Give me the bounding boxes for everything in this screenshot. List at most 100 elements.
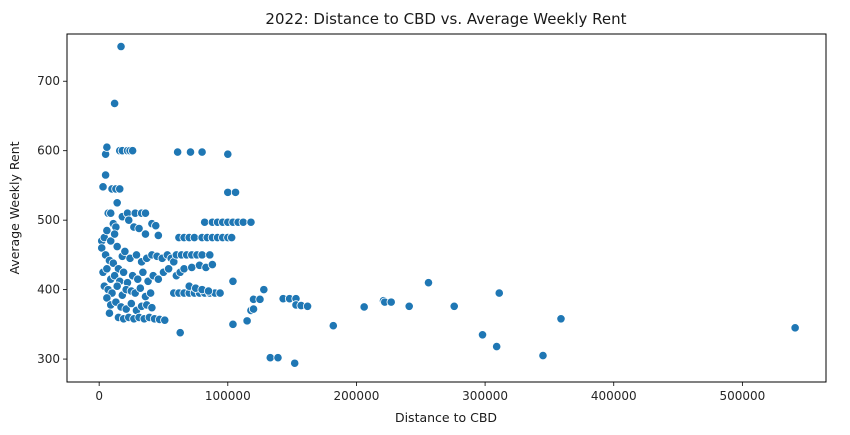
y-tick-label: 700 <box>37 74 60 88</box>
data-point <box>248 304 259 314</box>
data-point <box>259 285 269 295</box>
data-point <box>538 351 548 361</box>
data-point <box>255 294 265 304</box>
data-point <box>135 283 145 293</box>
data-point <box>197 147 207 157</box>
data-point <box>112 241 122 252</box>
data-point <box>102 142 112 152</box>
data-point <box>790 323 800 333</box>
data-point <box>197 250 207 260</box>
data-point <box>143 276 153 286</box>
data-point <box>128 146 138 156</box>
plot-area <box>66 33 827 383</box>
data-point <box>98 182 108 192</box>
y-tick-label: 400 <box>37 283 60 297</box>
data-point <box>228 276 238 286</box>
data-point <box>205 250 215 260</box>
data-point <box>187 262 197 272</box>
data-point <box>386 297 396 307</box>
data-point <box>131 250 142 260</box>
data-point <box>134 223 144 234</box>
data-point <box>242 316 252 326</box>
data-point <box>146 288 156 298</box>
data-point <box>147 303 157 313</box>
data-point <box>102 293 112 303</box>
data-point <box>203 286 214 296</box>
y-axis: 300 400 500 600 700 <box>37 74 67 366</box>
data-point <box>104 308 115 318</box>
data-point <box>140 208 151 218</box>
data-point <box>109 271 120 281</box>
data-point <box>140 229 151 239</box>
data-point <box>120 246 130 257</box>
data-point <box>138 267 148 277</box>
data-point <box>223 149 233 159</box>
data-point <box>121 304 131 314</box>
data-point <box>238 217 248 227</box>
x-tick-label: 200000 <box>334 389 380 403</box>
y-tick-label: 600 <box>37 144 60 158</box>
data-point <box>449 301 459 311</box>
chart-title: 2022: Distance to CBD vs. Average Weekly… <box>265 10 626 28</box>
x-tick-label: 100000 <box>205 389 251 403</box>
plot-frame <box>66 33 827 383</box>
data-point <box>290 358 300 368</box>
data-point <box>126 298 136 309</box>
data-point <box>492 341 502 352</box>
x-axis-title: Distance to CBD <box>395 410 497 425</box>
data-point <box>112 281 122 291</box>
y-axis-title: Average Weekly Rent <box>7 141 22 274</box>
data-point <box>302 301 313 311</box>
data-point <box>273 353 283 363</box>
data-point <box>106 208 116 218</box>
data-point <box>265 353 275 363</box>
data-point <box>189 232 199 243</box>
data-point <box>109 229 120 239</box>
data-point <box>153 274 163 284</box>
data-point <box>124 215 134 225</box>
data-point <box>112 198 122 208</box>
data-point <box>175 328 185 338</box>
data-point <box>151 221 161 231</box>
data-point <box>108 258 118 268</box>
data-point <box>223 187 233 197</box>
data-point <box>109 98 120 109</box>
data-point <box>153 230 163 241</box>
data-point <box>556 314 566 324</box>
data-point <box>328 321 338 331</box>
x-tick-label: 0 <box>95 389 103 403</box>
data-point <box>200 217 210 227</box>
data-point <box>102 264 112 274</box>
data-point <box>102 225 112 236</box>
x-axis: 0 100000 200000 300000 400000 500000 <box>95 382 765 403</box>
x-tick-label: 500000 <box>719 389 765 403</box>
data-point <box>215 288 225 298</box>
data-point <box>115 184 125 194</box>
data-point <box>230 187 241 197</box>
data-point <box>228 319 238 329</box>
data-point <box>207 260 217 270</box>
x-tick-label: 400000 <box>591 389 637 403</box>
y-tick-label: 300 <box>37 352 60 366</box>
data-point <box>179 264 189 274</box>
data-point <box>119 267 129 277</box>
data-point <box>160 315 170 325</box>
data-point <box>246 217 256 227</box>
x-tick-label: 300000 <box>462 389 508 403</box>
data-point <box>116 41 126 52</box>
data-point <box>494 288 504 298</box>
data-point <box>133 274 143 284</box>
data-point <box>185 147 196 157</box>
y-tick-label: 500 <box>37 213 60 227</box>
data-point <box>97 243 107 253</box>
data-point <box>477 330 488 340</box>
points-layer <box>97 41 800 368</box>
data-point <box>173 147 183 157</box>
data-point <box>359 302 369 312</box>
data-point <box>106 236 116 246</box>
data-point <box>227 232 237 243</box>
data-point <box>164 264 174 274</box>
data-point <box>404 301 414 311</box>
